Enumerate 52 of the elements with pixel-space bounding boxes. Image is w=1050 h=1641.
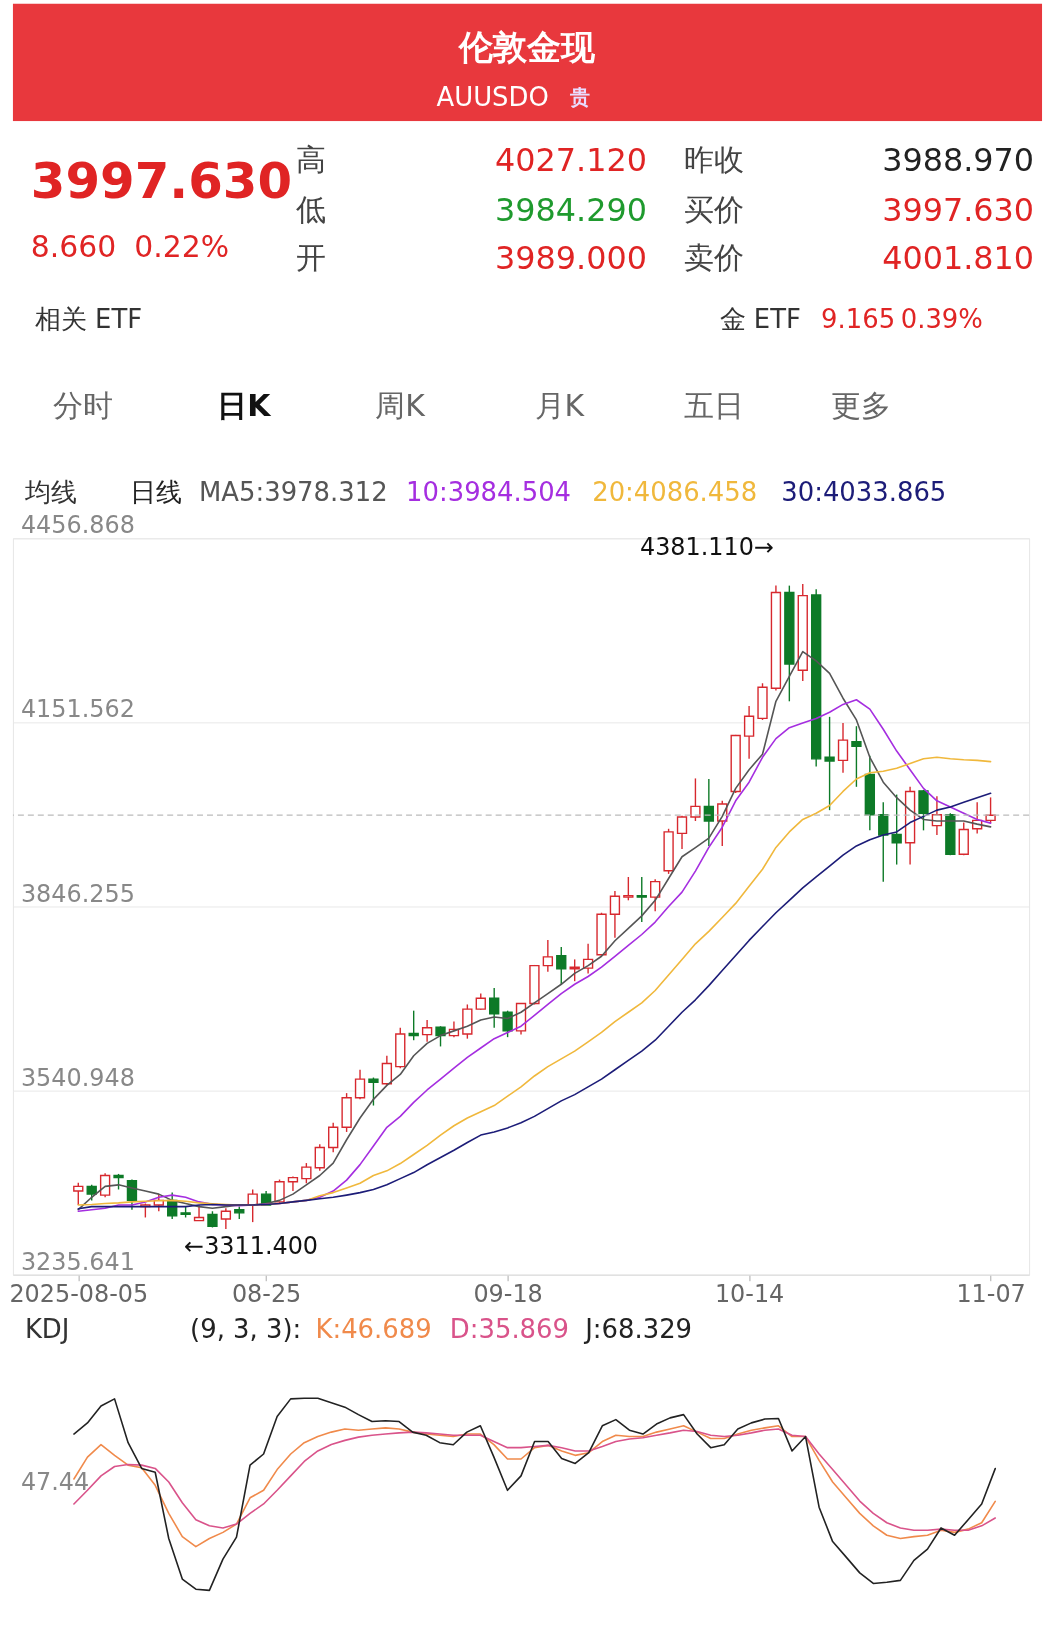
text: 五日 <box>683 387 744 423</box>
y-tick-label: 3540.948 <box>20 1063 135 1092</box>
text: 月K <box>534 387 586 423</box>
y-tick-label: 4456.868 <box>20 511 135 540</box>
text: 开 <box>295 239 326 275</box>
text: 3988.970 <box>882 140 1035 179</box>
annotation: 47.44 <box>20 1467 90 1496</box>
text: 3984.290 <box>495 190 647 229</box>
text: AUUSDO <box>436 82 549 113</box>
x-tick-label: 09-18 <box>473 1280 543 1309</box>
text: 3997.630 <box>882 190 1035 229</box>
text: 伦敦金现 <box>458 27 597 67</box>
y-tick-label: 4151.562 <box>20 695 135 724</box>
text: 30:4033.865 <box>781 477 947 508</box>
text: 高 <box>295 142 326 177</box>
x-tick-label: 10-14 <box>714 1280 785 1309</box>
text: 低 <box>295 191 326 227</box>
text: 日线 <box>130 477 183 508</box>
text: 卖价 <box>683 239 744 275</box>
text: 买价 <box>683 191 744 227</box>
x-tick-label: 08-25 <box>231 1280 302 1309</box>
text: 分时 <box>52 387 113 423</box>
text: 0.39% <box>900 304 983 335</box>
text: K:46.689 <box>315 1314 432 1345</box>
text: 9.165 <box>821 304 896 335</box>
text: 4001.810 <box>882 238 1035 277</box>
text: J:68.329 <box>583 1314 693 1345</box>
annotation: 4381.110→ <box>639 533 774 562</box>
y-tick-label: 3235.641 <box>20 1247 135 1276</box>
text: 周K <box>375 387 427 423</box>
y-tick-label: 3846.255 <box>20 879 135 908</box>
text: 均线 <box>23 477 77 508</box>
text: 昨收 <box>683 142 744 177</box>
x-tick-label: 11-07 <box>956 1280 1026 1309</box>
text: 10:3984.504 <box>406 477 572 508</box>
text: 金 ETF <box>719 304 801 335</box>
x-tick-label: 2025-08-05 <box>9 1280 149 1309</box>
text: 0.22% <box>134 228 230 264</box>
text: 日K <box>217 387 273 423</box>
text: 4027.120 <box>495 140 647 179</box>
text: 8.660 <box>30 228 117 264</box>
text: 贵 <box>569 86 591 110</box>
text: 3997.630 <box>30 151 293 210</box>
text: 3989.000 <box>495 238 647 277</box>
text: 更多 <box>830 387 891 423</box>
text: 相关 ETF <box>34 304 143 335</box>
chart-title: KDJ <box>24 1314 70 1345</box>
text: MA5:3978.312 <box>199 477 388 508</box>
annotation: ←3311.400 <box>184 1231 319 1260</box>
text: (9, 3, 3): <box>190 1314 302 1345</box>
text: 20:4086.458 <box>592 477 758 508</box>
text: D:35.869 <box>449 1314 569 1345</box>
